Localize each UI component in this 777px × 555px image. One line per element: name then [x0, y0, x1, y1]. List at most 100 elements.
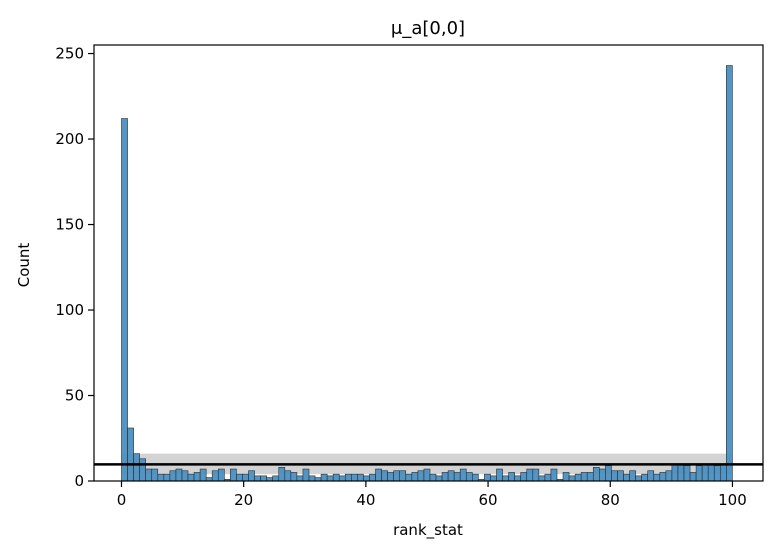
histogram-bar: [611, 470, 618, 482]
histogram-bar: [695, 465, 703, 482]
histogram-bar: [181, 470, 189, 482]
histogram-bar: [326, 475, 334, 482]
histogram-bar: [701, 463, 709, 482]
plot-frame: [93, 44, 764, 482]
histogram-bar: [465, 472, 473, 482]
histogram-bar: [320, 473, 328, 482]
histogram-bar: [538, 475, 546, 482]
x-tick-label: 100: [718, 491, 747, 509]
histogram-bar: [484, 473, 491, 482]
histogram-bar: [296, 475, 304, 482]
histogram-bar: [472, 473, 479, 482]
histogram-bar: [230, 468, 237, 482]
histogram-bar: [133, 453, 140, 482]
histogram-bar: [520, 472, 528, 482]
histogram-bar: [363, 475, 370, 482]
histogram-bar: [502, 475, 509, 482]
histogram-bar: [677, 463, 685, 482]
histogram-bar: [562, 472, 570, 482]
histogram-bar: [689, 472, 697, 482]
histogram-bar: [211, 470, 219, 482]
y-tick-label: 250: [55, 45, 84, 63]
x-tick-label: 0: [117, 491, 127, 509]
y-tick-label: 150: [55, 216, 84, 234]
histogram-bar: [151, 468, 159, 482]
histogram-bar: [351, 473, 358, 482]
y-tick-label: 100: [55, 301, 84, 319]
histogram-bar: [357, 473, 364, 482]
histogram-bar: [580, 472, 588, 482]
histogram-bar: [459, 468, 467, 482]
histogram-bar: [435, 475, 443, 482]
histogram-bar: [550, 468, 558, 482]
histogram-bar: [623, 473, 630, 482]
histogram-bar: [629, 470, 636, 482]
histogram-bar: [526, 468, 534, 482]
histogram-bar: [175, 468, 183, 482]
histogram-bar: [713, 465, 721, 482]
histogram-bar: [157, 473, 165, 482]
histogram-bar: [719, 463, 727, 482]
x-tick-label: 60: [479, 491, 498, 509]
histogram-bar: [453, 472, 461, 482]
histogram-bar: [338, 475, 346, 482]
histogram-bar: [617, 470, 624, 482]
histogram-bar: [278, 467, 286, 482]
histogram-bar: [399, 470, 407, 482]
histogram-bar: [381, 470, 388, 482]
y-axis-label: Count: [15, 243, 33, 288]
histogram-bar: [496, 468, 503, 482]
histogram-bar: [248, 470, 255, 482]
histogram-bar: [429, 473, 437, 482]
histogram-bar: [635, 475, 642, 482]
histogram-bar: [653, 473, 661, 482]
y-tick-label: 50: [65, 387, 84, 405]
histogram-bar: [308, 475, 316, 482]
histogram-bar: [665, 470, 673, 482]
histogram-bar: [441, 472, 449, 482]
histogram-bar: [387, 472, 394, 482]
histogram-bar: [726, 65, 733, 482]
histogram-bar: [163, 473, 171, 482]
histogram-bar: [127, 427, 134, 482]
histogram-bar: [659, 472, 667, 482]
histogram-bar: [568, 475, 576, 482]
histogram-bar: [393, 470, 401, 482]
histogram-bar: [586, 472, 594, 482]
x-tick-label: 20: [234, 491, 253, 509]
histogram-bar: [707, 463, 715, 482]
histogram-bar: [272, 475, 280, 482]
histogram-bar: [187, 473, 195, 482]
histogram-bar: [121, 118, 128, 482]
histogram-bar: [423, 468, 431, 482]
histogram-bar: [490, 475, 497, 482]
histogram-bar: [532, 468, 540, 482]
y-tick-label: 200: [55, 130, 84, 148]
histogram-bar: [605, 465, 612, 482]
y-tick-label: 0: [74, 472, 84, 490]
histogram-bar: [242, 473, 249, 482]
plot-area: 0 20 40 60 80 100 0 50 100 150 200 250: [55, 44, 764, 509]
histogram-bar: [236, 473, 243, 482]
histogram-bar: [290, 472, 298, 482]
histogram-bar: [139, 458, 146, 482]
histogram-bar: [417, 470, 425, 482]
histogram-bar: [332, 473, 340, 482]
histogram-bar: [284, 470, 292, 482]
x-tick-label: 80: [601, 491, 620, 509]
histogram-bar: [217, 468, 225, 482]
histogram-bar: [302, 468, 310, 482]
histogram-bar: [641, 473, 649, 482]
histogram-bar: [683, 465, 691, 482]
histogram-bar: [544, 473, 552, 482]
histogram-bar: [254, 475, 261, 482]
histogram-bar: [405, 473, 413, 482]
histogram-bar: [599, 468, 606, 482]
histogram-bar: [592, 467, 600, 482]
x-axis-label: rank_stat: [393, 521, 463, 540]
histogram-bar: [671, 463, 679, 482]
histogram-bar: [199, 468, 207, 482]
histogram-bar: [344, 473, 352, 482]
histogram-bar: [193, 472, 201, 482]
